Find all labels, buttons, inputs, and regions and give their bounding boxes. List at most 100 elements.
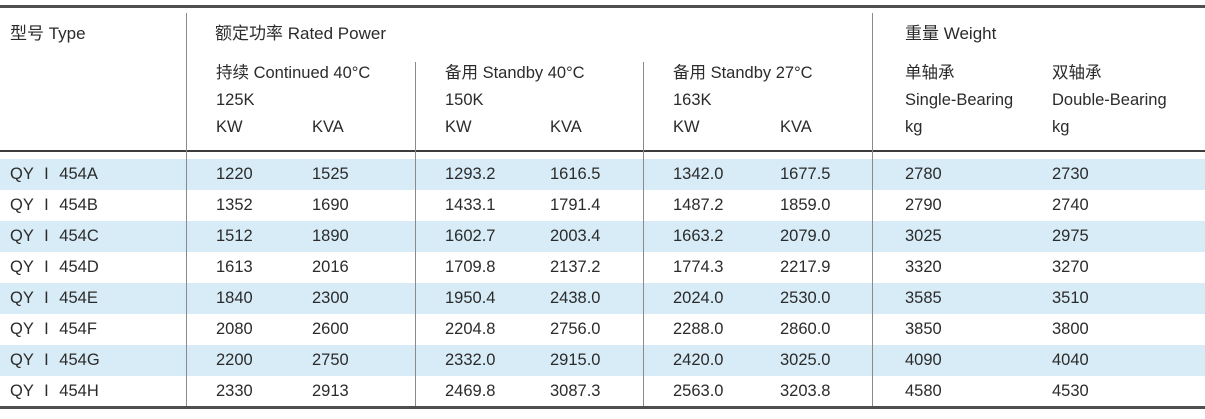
value-cell: 2330 (216, 382, 253, 400)
value-cell: 1220 (216, 165, 253, 183)
header-subgroup-standby-40c: 备用 Standby 40°C 150K KW KVA (415, 60, 643, 141)
model-cell: QY I 454G (10, 351, 100, 369)
table-row: QY I 454H 2330 2913 2469.8 3087.3 2563.0 3203.… (0, 376, 1205, 407)
subgroup-k-class: 125K (216, 91, 255, 109)
value-cell: 3087.3 (550, 382, 601, 400)
value-cell: 1709.8 (445, 258, 496, 276)
unit-kw-label: KW (445, 118, 472, 136)
value-cell: 4580 (905, 382, 942, 400)
table-row: QY I 454A 1220 1525 1293.2 1616.5 1342.0 1677.… (0, 159, 1205, 190)
header-rule (0, 150, 1205, 152)
header-type: 型号 Type (10, 24, 86, 43)
value-cell: 2079.0 (780, 227, 831, 245)
value-cell: 2332.0 (445, 351, 496, 369)
divider-standby40-standby27 (643, 62, 644, 406)
unit-kva-label: KVA (550, 118, 582, 136)
value-cell: 2530.0 (780, 289, 831, 307)
header-subgroup-continued-40c: 持续 Continued 40°C 125K KW KVA (186, 60, 415, 141)
value-cell: 3850 (905, 320, 942, 338)
header-weight: 重量 Weight (905, 24, 997, 43)
model-cell: QY I 454F (10, 320, 97, 338)
value-cell: 1433.1 (445, 196, 496, 214)
value-cell: 3270 (1052, 258, 1089, 276)
value-cell: 3585 (905, 289, 942, 307)
value-cell: 3025 (905, 227, 942, 245)
table-row: QY I 454C 1512 1890 1602.7 2003.4 1663.2 2079.… (0, 221, 1205, 252)
value-cell: 2860.0 (780, 320, 831, 338)
model-cell: QY I 454D (10, 258, 99, 276)
value-cell: 1487.2 (673, 196, 724, 214)
subgroup-title: 备用 Standby 40°C (445, 64, 585, 82)
value-cell: 1616.5 (550, 165, 601, 183)
subgroup-title: 持续 Continued 40°C (216, 64, 371, 82)
header-double-bearing: 双轴承 Double-Bearing kg (1016, 60, 1205, 141)
weight-col-unit: kg (905, 118, 923, 136)
header-rated-power: 额定功率 Rated Power (215, 24, 386, 43)
weight-col-en: Single-Bearing (905, 91, 1014, 109)
subgroup-k-class: 150K (445, 91, 484, 109)
value-cell: 2024.0 (673, 289, 724, 307)
value-cell: 2780 (905, 165, 942, 183)
value-cell: 2756.0 (550, 320, 601, 338)
unit-kw-label: KW (673, 118, 700, 136)
model-cell: QY I 454E (10, 289, 98, 307)
value-cell: 2563.0 (673, 382, 724, 400)
weight-col-cn: 双轴承 (1052, 64, 1102, 82)
subgroup-title: 备用 Standby 27°C (673, 64, 813, 82)
value-cell: 1840 (216, 289, 253, 307)
value-cell: 3320 (905, 258, 942, 276)
value-cell: 1950.4 (445, 289, 496, 307)
weight-col-cn: 单轴承 (905, 64, 955, 82)
unit-kw-label: KW (216, 118, 243, 136)
value-cell: 2288.0 (673, 320, 724, 338)
value-cell: 1677.5 (780, 165, 831, 183)
value-cell: 3203.8 (780, 382, 831, 400)
value-cell: 3800 (1052, 320, 1089, 338)
top-rule (0, 5, 1205, 8)
table-row: QY I 454D 1613 2016 1709.8 2137.2 1774.3 2217.… (0, 252, 1205, 283)
header-subgroup-standby-27c: 备用 Standby 27°C 163K KW KVA (643, 60, 872, 141)
weight-col-en: Double-Bearing (1052, 91, 1167, 109)
value-cell: 4530 (1052, 382, 1089, 400)
value-cell: 2003.4 (550, 227, 601, 245)
header-single-bearing: 单轴承 Single-Bearing kg (872, 60, 1016, 141)
value-cell: 2217.9 (780, 258, 831, 276)
model-cell: QY I 454A (10, 165, 98, 183)
value-cell: 1512 (216, 227, 253, 245)
model-cell: QY I 454B (10, 196, 98, 214)
value-cell: 2790 (905, 196, 942, 214)
value-cell: 4090 (905, 351, 942, 369)
value-cell: 2137.2 (550, 258, 601, 276)
value-cell: 2016 (312, 258, 349, 276)
value-cell: 2750 (312, 351, 349, 369)
table-body: QY I 454A 1220 1525 1293.2 1616.5 1342.0 1677.… (0, 159, 1205, 407)
value-cell: 2300 (312, 289, 349, 307)
value-cell: 2915.0 (550, 351, 601, 369)
value-cell: 1859.0 (780, 196, 831, 214)
value-cell: 2975 (1052, 227, 1089, 245)
table-row: QY I 454F 2080 2600 2204.8 2756.0 2288.0 2860.… (0, 314, 1205, 345)
divider-type-rated (186, 13, 187, 406)
value-cell: 1890 (312, 227, 349, 245)
model-cell: QY I 454C (10, 227, 99, 245)
table-row: QY I 454G 2200 2750 2332.0 2915.0 2420.0 3025.… (0, 345, 1205, 376)
value-cell: 2469.8 (445, 382, 496, 400)
value-cell: 1352 (216, 196, 253, 214)
value-cell: 2200 (216, 351, 253, 369)
value-cell: 3025.0 (780, 351, 831, 369)
value-cell: 3510 (1052, 289, 1089, 307)
unit-kva-label: KVA (780, 118, 812, 136)
value-cell: 2438.0 (550, 289, 601, 307)
value-cell: 1342.0 (673, 165, 724, 183)
value-cell: 2913 (312, 382, 349, 400)
table-row: QY I 454B 1352 1690 1433.1 1791.4 1487.2 1859.… (0, 190, 1205, 221)
divider-rated-weight (872, 13, 873, 406)
value-cell: 2080 (216, 320, 253, 338)
value-cell: 2204.8 (445, 320, 496, 338)
value-cell: 2730 (1052, 165, 1089, 183)
value-cell: 1774.3 (673, 258, 724, 276)
bottom-rule (0, 406, 1205, 409)
value-cell: 1525 (312, 165, 349, 183)
subgroup-k-class: 163K (673, 91, 712, 109)
